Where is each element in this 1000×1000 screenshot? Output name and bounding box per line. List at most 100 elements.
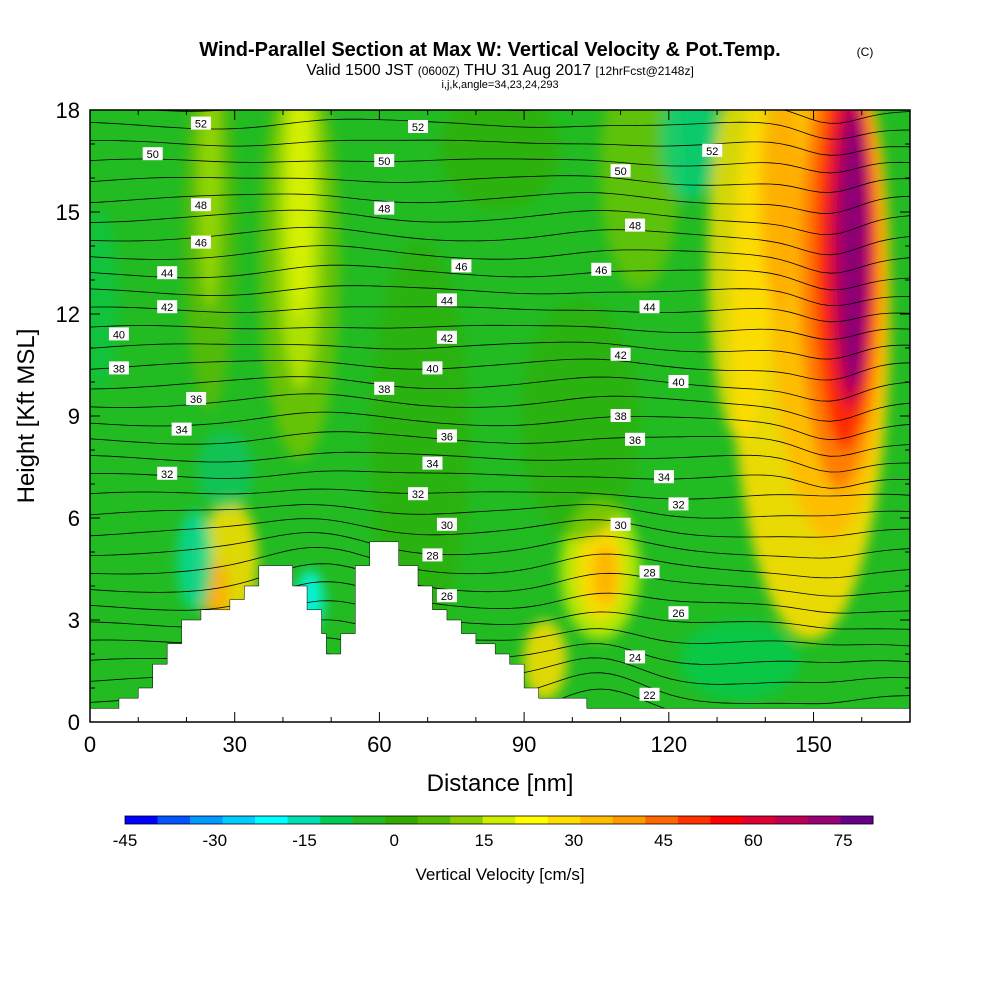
svg-text:48: 48 [195, 200, 207, 212]
y-tick-label: 18 [56, 98, 80, 123]
colorbar-swatch [222, 816, 256, 824]
colorbar-swatch [645, 816, 679, 824]
svg-text:30: 30 [441, 520, 453, 532]
contour-label: 42 [436, 330, 457, 345]
contour-label: 38 [610, 409, 631, 423]
colorbar-swatch [742, 816, 776, 824]
svg-text:34: 34 [176, 425, 188, 437]
svg-text:32: 32 [161, 469, 173, 481]
y-axis-label: Height [Kft MSL] [13, 329, 40, 504]
contour-label: 22 [639, 687, 660, 702]
contour-label: 48 [625, 218, 646, 233]
svg-text:52: 52 [195, 119, 207, 131]
svg-text:48: 48 [378, 204, 390, 216]
svg-text:40: 40 [113, 329, 125, 341]
colorbar-swatch [612, 816, 646, 824]
colorbar-swatch [385, 816, 419, 824]
y-tick-label: 12 [56, 302, 80, 327]
svg-text:34: 34 [658, 472, 670, 484]
svg-text:32: 32 [412, 489, 424, 501]
svg-text:52: 52 [412, 122, 424, 134]
svg-text:50: 50 [147, 149, 159, 161]
colorbar-swatch [450, 816, 484, 824]
contour-label: 50 [374, 154, 395, 168]
colorbar-tick-label: 45 [654, 831, 673, 850]
colorbar-swatch [547, 816, 581, 824]
contour-label: 40 [668, 375, 689, 389]
x-tick-label: 90 [512, 732, 536, 757]
chart-title: Wind-Parallel Section at Max W: Vertical… [199, 39, 780, 61]
colorbar-swatch [840, 816, 874, 824]
contour-label: 34 [654, 470, 674, 484]
contour-label: 44 [436, 293, 457, 307]
colorbar-swatch [775, 816, 809, 824]
subtitle-date: THU 31 Aug 2017 [464, 62, 591, 79]
colorbar-tick-label: -30 [202, 831, 227, 850]
chart-subtitle-2: i,j,k,angle=34,23,24,293 [441, 79, 558, 91]
contour-label: 32 [157, 466, 178, 481]
contour-label: 46 [591, 262, 612, 277]
contour-label: 52 [702, 143, 723, 158]
x-tick-label: 120 [650, 732, 687, 757]
colorbar-tick-label: 0 [390, 831, 399, 850]
svg-text:46: 46 [455, 261, 467, 273]
svg-text:44: 44 [161, 268, 173, 280]
svg-text:50: 50 [378, 156, 390, 168]
contour-label: 28 [639, 565, 660, 579]
colorbar-tick-label: 30 [564, 831, 583, 850]
colorbar-swatch [157, 816, 191, 824]
x-axis-label: Distance [nm] [427, 770, 574, 797]
colorbar-label: Vertical Velocity [cm/s] [415, 865, 584, 884]
svg-text:36: 36 [441, 431, 453, 443]
colorbar-swatch [417, 816, 451, 824]
svg-text:42: 42 [441, 333, 453, 345]
svg-text:26: 26 [441, 591, 453, 603]
y-tick-label: 9 [68, 404, 80, 429]
colorbar-tick-label: 60 [744, 831, 763, 850]
contour-label: 24 [625, 650, 646, 664]
subtitle-utc: (0600Z) [418, 64, 460, 78]
contour-label: 38 [108, 361, 129, 375]
x-tick-label: 0 [84, 732, 96, 757]
contour-label: 40 [108, 327, 129, 341]
contour-label: 26 [668, 606, 689, 620]
chart-subtitle: Valid 1500 JST (0600Z) THU 31 Aug 2017 [… [306, 62, 694, 79]
contour-label: 26 [436, 589, 457, 603]
colorbar-tick-label: -45 [113, 831, 138, 850]
svg-text:48: 48 [629, 221, 641, 233]
svg-text:32: 32 [672, 499, 684, 511]
svg-text:24: 24 [629, 652, 641, 664]
svg-text:22: 22 [643, 690, 655, 702]
svg-text:36: 36 [629, 435, 641, 447]
x-tick-label: 30 [222, 732, 246, 757]
svg-text:38: 38 [614, 411, 626, 423]
colorbar: -45 -30 -15 0 15 30 45 60 75 [113, 815, 874, 850]
y-tick-label: 6 [68, 506, 80, 531]
contour-label: 50 [142, 147, 163, 161]
subtitle-fcst: [12hrFcst@2148z] [596, 64, 694, 78]
colorbar-swatch [515, 816, 549, 824]
colorbar-swatch [580, 816, 614, 824]
colorbar-swatch [320, 816, 354, 824]
x-tick-label: 150 [795, 732, 832, 757]
colorbar-swatch [807, 816, 841, 824]
contour-label: 34 [171, 422, 192, 437]
contour-label: 30 [436, 517, 457, 532]
svg-text:42: 42 [161, 302, 173, 314]
colorbar-swatch [255, 816, 289, 824]
svg-text:46: 46 [195, 238, 207, 250]
svg-text:40: 40 [426, 363, 438, 375]
svg-text:46: 46 [595, 265, 607, 277]
contour-label: 42 [157, 300, 178, 314]
contour-label: 50 [610, 164, 631, 178]
colorbar-swatch [352, 816, 386, 824]
colorbar-tick-label: -15 [292, 831, 317, 850]
title-mark: (C) [857, 45, 874, 59]
svg-text:44: 44 [643, 302, 655, 314]
colorbar-swatch [125, 816, 159, 824]
contour-label: 36 [186, 392, 207, 406]
terrain [90, 541, 910, 722]
svg-text:28: 28 [426, 550, 438, 562]
